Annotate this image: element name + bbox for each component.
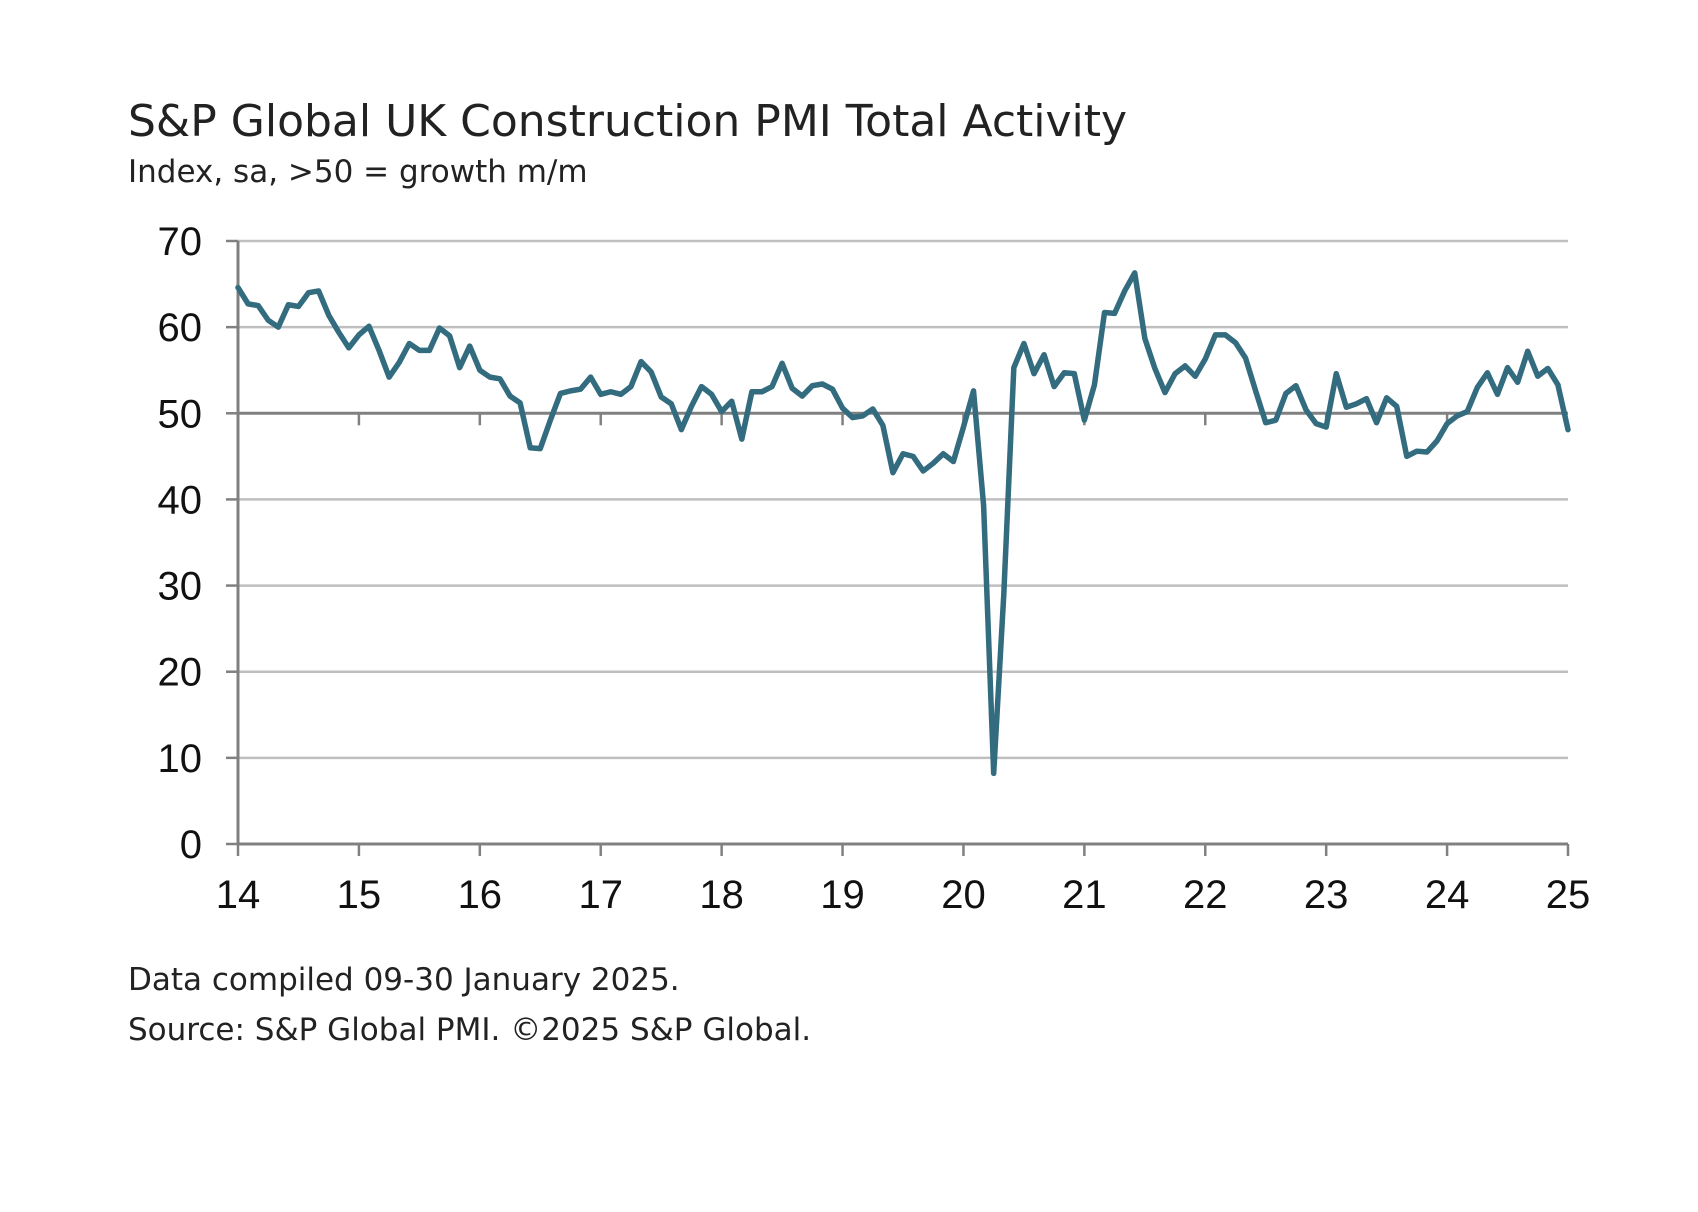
x-tick-label: 15 bbox=[337, 873, 382, 917]
x-tick-label: 21 bbox=[1062, 873, 1107, 917]
x-tick-label: 20 bbox=[941, 873, 986, 917]
y-tick-label: 30 bbox=[158, 565, 203, 609]
y-tick-label: 40 bbox=[158, 478, 203, 522]
x-tick-label: 22 bbox=[1183, 873, 1228, 917]
series-layer bbox=[235, 270, 1571, 777]
x-tick-label: 23 bbox=[1304, 873, 1349, 917]
footer-data-compiled: Data compiled 09-30 January 2025. bbox=[128, 962, 680, 998]
x-tick-labels: 14 15 16 17 18 19 20 21 22 23 24 25 bbox=[216, 873, 1591, 917]
x-tick-label: 17 bbox=[578, 873, 623, 917]
x-tick-label: 16 bbox=[458, 873, 503, 917]
x-tick-label: 25 bbox=[1546, 873, 1591, 917]
y-tick-label: 60 bbox=[158, 306, 203, 350]
gridlines bbox=[238, 239, 1568, 760]
chart-title: S&P Global UK Construction PMI Total Act… bbox=[128, 96, 1127, 147]
chart-subtitle: Index, sa, >50 = growth m/m bbox=[128, 154, 588, 190]
footer-source: Source: S&P Global PMI. ©2025 S&P Global… bbox=[128, 1012, 811, 1048]
x-tick-label: 19 bbox=[820, 873, 865, 917]
series-line-0 bbox=[235, 270, 1571, 777]
x-tick-label: 18 bbox=[699, 873, 744, 917]
y-tick-label: 0 bbox=[180, 823, 202, 867]
y-tick-label: 50 bbox=[158, 392, 203, 436]
y-tick-label: 10 bbox=[158, 737, 203, 781]
axes bbox=[226, 239, 1570, 856]
x-tick-label: 14 bbox=[216, 873, 261, 917]
y-tick-label: 70 bbox=[158, 220, 203, 264]
x-tick-label: 24 bbox=[1425, 873, 1470, 917]
y-tick-labels: 0 10 20 30 40 50 60 70 bbox=[158, 220, 203, 867]
y-tick-label: 20 bbox=[158, 651, 203, 695]
